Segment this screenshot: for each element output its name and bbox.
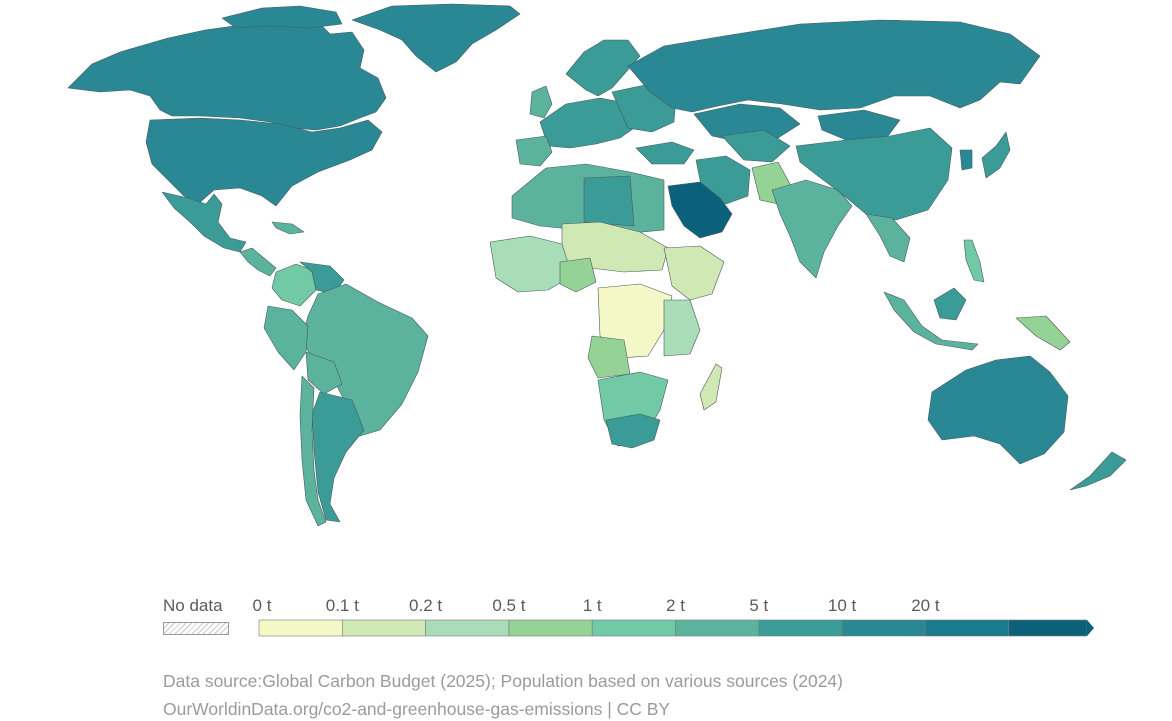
legend-color-scale (258, 619, 1094, 637)
country-turkey[interactable] (635, 141, 695, 165)
data-source-note: Data source:Global Carbon Budget (2025);… (163, 671, 843, 691)
country-greenland[interactable] (351, 3, 521, 73)
country-canada-arctic-islands[interactable] (221, 5, 343, 29)
country-russia[interactable] (627, 19, 1041, 113)
country-australia[interactable] (927, 355, 1069, 465)
country-saudi-arabia[interactable] (667, 181, 733, 239)
legend-open-ended-arrow (1087, 620, 1094, 636)
country-scandinavia[interactable] (565, 39, 641, 97)
country-nigeria[interactable] (559, 257, 597, 293)
country-cuba[interactable] (271, 221, 305, 235)
country-mongolia[interactable] (817, 109, 901, 141)
country-canada[interactable] (67, 19, 387, 131)
country-angola[interactable] (587, 335, 631, 379)
country-papua-new-guinea[interactable] (1015, 315, 1071, 351)
no-data-label: No data (163, 596, 223, 615)
country-southeast-asia[interactable] (865, 213, 911, 263)
legend-bin-0[interactable] (258, 619, 343, 637)
country-peru[interactable] (263, 305, 309, 371)
legend-bin-3[interactable] (508, 619, 593, 637)
country-china[interactable] (795, 127, 953, 221)
country-kazakhstan[interactable] (693, 103, 801, 143)
world-map (67, 3, 1127, 527)
country-iberia[interactable] (515, 135, 553, 167)
country-korea[interactable] (959, 149, 973, 171)
url-license-note: OurWorldinData.org/co2-and-greenhouse-ga… (163, 699, 671, 719)
country-south-africa[interactable] (605, 413, 661, 449)
legend-bin-8[interactable] (925, 619, 1010, 637)
legend-tick-label: 1 t (582, 596, 602, 615)
country-east-africa[interactable] (663, 299, 701, 357)
country-central-asia[interactable] (721, 129, 791, 163)
legend-bin-5[interactable] (675, 619, 760, 637)
color-legend (0, 590, 1172, 640)
legend-bin-4[interactable] (591, 619, 676, 637)
legend-bin-9[interactable] (1008, 619, 1088, 637)
country-japan[interactable] (981, 131, 1011, 179)
country-new-zealand[interactable] (1069, 451, 1127, 491)
no-data-swatch (163, 622, 229, 635)
country-brazil[interactable] (301, 283, 429, 437)
country-central-america[interactable] (239, 247, 277, 277)
country-uk[interactable] (529, 85, 553, 119)
country-india[interactable] (771, 179, 853, 279)
country-indonesia[interactable] (883, 291, 979, 351)
legend-tick-label: 5 t (749, 596, 769, 615)
country-ethiopia-horn[interactable] (663, 245, 725, 301)
country-western-europe[interactable] (539, 97, 641, 149)
country-mexico[interactable] (161, 191, 247, 253)
country-bolivia[interactable] (305, 351, 343, 395)
country-argentina[interactable] (311, 391, 365, 523)
country-borneo[interactable] (933, 287, 967, 321)
legend-tick-label: 0.5 t (492, 596, 526, 615)
country-philippines[interactable] (963, 239, 985, 283)
legend-tick-label: 0.2 t (409, 596, 443, 615)
country-usa[interactable] (145, 117, 383, 207)
legend-bin-7[interactable] (841, 619, 926, 637)
legend-bin-1[interactable] (341, 619, 426, 637)
legend-tick-label: 0.1 t (325, 596, 359, 615)
legend-tick-label: 20 t (911, 596, 940, 615)
country-colombia[interactable] (271, 263, 317, 307)
country-libya[interactable] (583, 175, 635, 227)
legend-tick-label: 10 t (827, 596, 857, 615)
country-madagascar[interactable] (699, 363, 723, 411)
legend-bin-2[interactable] (425, 619, 510, 637)
legend-bin-6[interactable] (758, 619, 843, 637)
country-chile[interactable] (299, 375, 327, 527)
legend-tick-label: 0 t (252, 596, 272, 615)
legend-tick-label: 2 t (666, 596, 685, 615)
